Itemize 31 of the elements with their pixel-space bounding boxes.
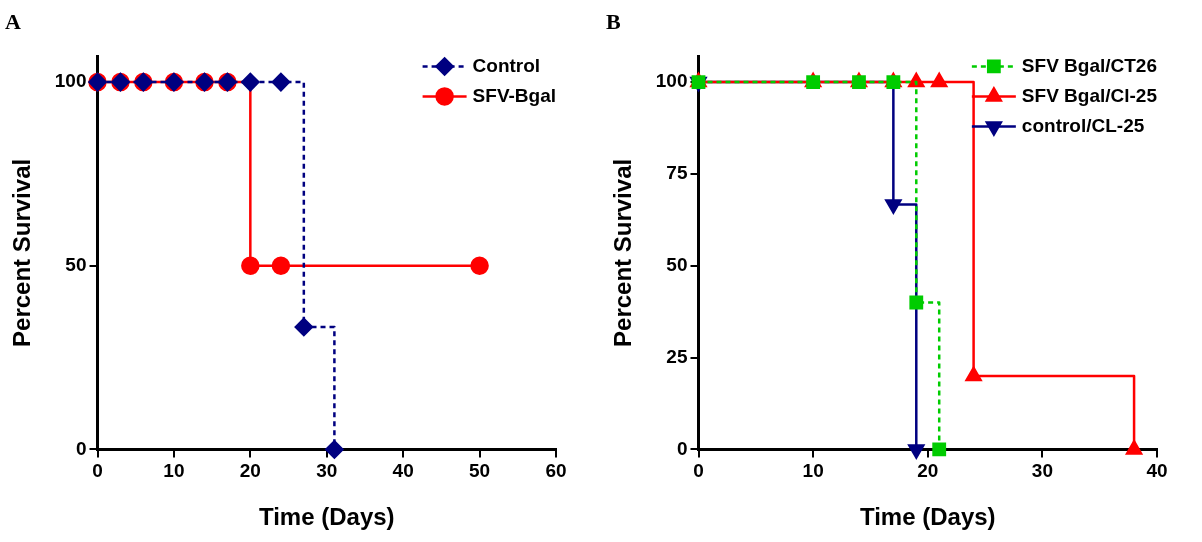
x-tick-label: 50: [469, 460, 491, 482]
x-tick-label: 30: [1031, 460, 1053, 482]
x-axis-title: Time (Days): [859, 503, 996, 531]
x-tick-label: 20: [239, 460, 261, 482]
y-axis-title: Percent Survival: [609, 158, 637, 347]
legend-label: Control: [472, 54, 541, 76]
x-tick-label: 40: [1146, 460, 1168, 482]
x-tick-label: 10: [802, 460, 824, 482]
x-tick-label: 60: [545, 460, 567, 482]
x-tick-label: 40: [392, 460, 414, 482]
y-tick-label: 50: [65, 253, 87, 275]
y-tick-label: 25: [666, 345, 688, 367]
chart-title: B: [606, 8, 621, 34]
chart-title: A: [5, 8, 21, 34]
x-tick-label: 0: [92, 460, 103, 482]
y-tick-label: 75: [666, 162, 688, 184]
x-axis-title: Time (Days): [258, 503, 395, 531]
y-tick-label: 0: [75, 437, 87, 459]
y-axis-title: Percent Survival: [8, 158, 36, 347]
x-tick-label: 10: [163, 460, 185, 482]
y-tick-label: 0: [676, 437, 688, 459]
x-tick-label: 0: [693, 460, 704, 482]
legend-label: SFV-Bgal: [472, 84, 556, 106]
legend-label: SFV Bgal/Cl-25: [1021, 84, 1158, 106]
x-tick-label: 30: [316, 460, 338, 482]
x-tick-label: 20: [917, 460, 939, 482]
y-tick-label: 100: [655, 70, 688, 92]
y-tick-label: 100: [54, 70, 87, 92]
y-tick-label: 50: [666, 253, 688, 275]
legend-label: control/CL-25: [1021, 114, 1145, 136]
legend-label: SFV Bgal/CT26: [1021, 54, 1158, 76]
